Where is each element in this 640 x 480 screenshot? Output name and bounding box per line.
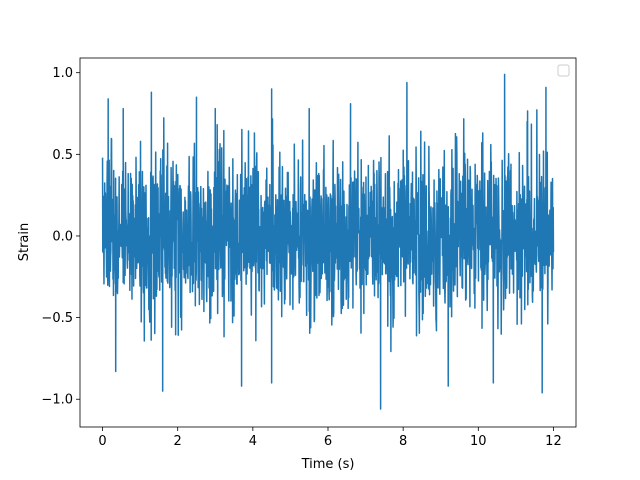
- y-tick-label: −1.0: [41, 393, 73, 408]
- x-tick-label: 8: [399, 434, 407, 449]
- x-tick-label: 2: [174, 434, 182, 449]
- legend-frame: [557, 64, 570, 77]
- x-tick-label: 0: [98, 434, 106, 449]
- legend-box: [557, 64, 570, 77]
- plot-frame: [79, 57, 577, 428]
- series-layer: [101, 73, 555, 410]
- y-axis-title: Strain: [17, 223, 32, 262]
- y-tick-label: 0.5: [52, 148, 73, 163]
- x-tick-label: 6: [324, 434, 332, 449]
- y-tick-label: −0.5: [41, 311, 73, 326]
- x-tick-label: 4: [249, 434, 257, 449]
- y-tick-label: 1.0: [52, 66, 73, 81]
- x-axis-title: Time (s): [301, 457, 355, 472]
- x-tick-label: 10: [470, 434, 487, 449]
- ticks-layer: 0 2 4 6 8 10 12 −1.0 −0.5 0.0 0.5 1.0: [41, 66, 561, 449]
- y-tick-label: 0.0: [52, 229, 73, 244]
- series-line: [101, 73, 555, 410]
- x-tick-label: 12: [545, 434, 562, 449]
